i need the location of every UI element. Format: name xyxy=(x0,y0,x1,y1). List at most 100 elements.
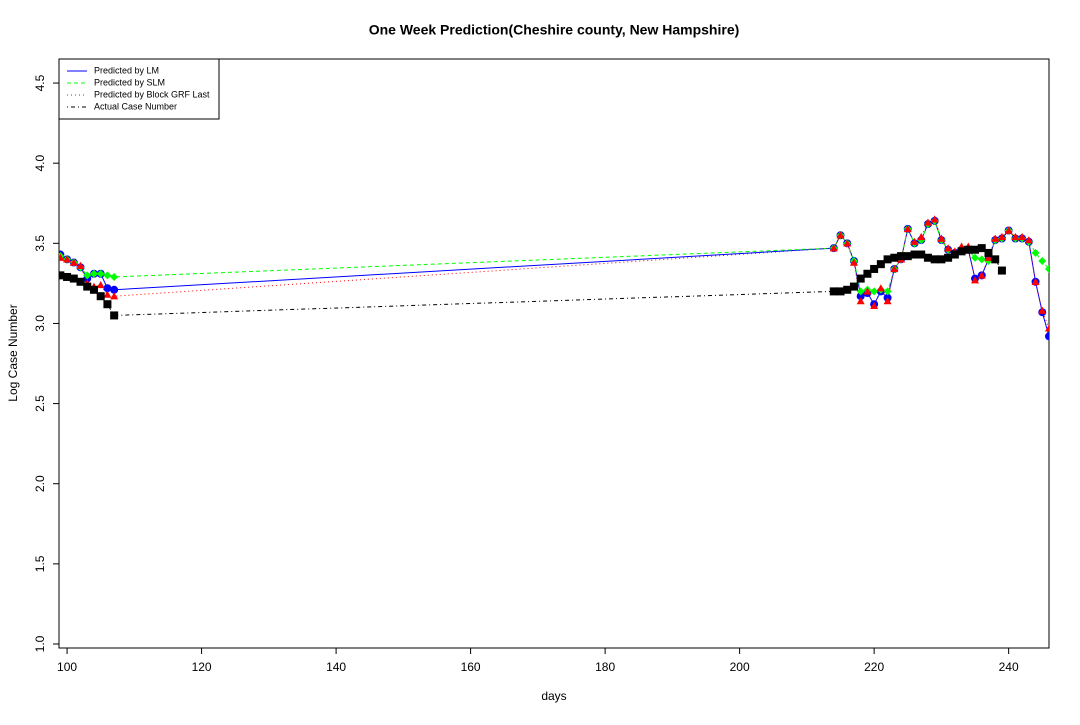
point xyxy=(103,300,112,309)
point xyxy=(950,250,959,259)
y-tick-label: 3.5 xyxy=(33,235,47,252)
point xyxy=(984,253,993,261)
point xyxy=(1024,236,1033,244)
point xyxy=(977,271,986,279)
point xyxy=(964,245,973,254)
point xyxy=(103,284,112,293)
legend-label: Predicted by Block GRF Last xyxy=(94,89,210,99)
point xyxy=(903,224,912,233)
point xyxy=(923,253,932,262)
point xyxy=(883,255,892,264)
point xyxy=(1045,264,1049,273)
x-tick-label: 140 xyxy=(326,660,346,674)
point xyxy=(910,237,919,245)
point xyxy=(971,276,980,284)
y-tick-label: 4.0 xyxy=(33,155,47,172)
y-tick-label: 2.5 xyxy=(33,395,47,412)
point xyxy=(997,232,1006,241)
x-axis-label: days xyxy=(541,689,566,703)
point xyxy=(883,297,892,305)
plot-area xyxy=(59,215,1049,341)
point xyxy=(890,253,899,262)
series-layer xyxy=(59,215,1049,341)
point xyxy=(917,250,926,259)
point xyxy=(96,292,105,301)
y-tick-label: 4.5 xyxy=(33,74,47,91)
y-tick-label: 2.0 xyxy=(33,475,47,492)
point xyxy=(991,234,1000,242)
point xyxy=(110,272,119,281)
point xyxy=(883,287,892,296)
point xyxy=(856,287,865,296)
point xyxy=(83,271,92,280)
point xyxy=(1018,232,1027,241)
plot-frame xyxy=(58,58,1050,649)
point xyxy=(76,261,85,269)
y-tick-label: 3.0 xyxy=(33,315,47,332)
point xyxy=(110,292,119,300)
point xyxy=(63,272,72,281)
legend: Predicted by LM Predicted by SLM Predicted… xyxy=(58,58,220,120)
legend-label: Actual Case Number xyxy=(94,101,177,111)
point xyxy=(59,253,65,261)
point xyxy=(89,269,98,278)
point xyxy=(1045,332,1049,341)
point xyxy=(977,255,986,264)
point xyxy=(1045,324,1049,332)
point xyxy=(944,253,953,262)
point xyxy=(59,271,65,280)
point xyxy=(870,287,879,296)
point xyxy=(1004,226,1013,234)
x-tick-label: 240 xyxy=(999,660,1019,674)
point xyxy=(863,269,872,278)
point xyxy=(69,258,78,266)
point xyxy=(944,244,953,252)
y-tick-label: 1.5 xyxy=(33,555,47,572)
point xyxy=(1038,256,1047,265)
point xyxy=(96,269,105,278)
point xyxy=(856,274,865,283)
point xyxy=(89,285,98,294)
point xyxy=(890,264,899,273)
point xyxy=(997,266,1006,275)
point xyxy=(110,285,119,294)
point xyxy=(856,292,865,301)
x-tick-label: 200 xyxy=(730,660,750,674)
point xyxy=(957,247,966,256)
point xyxy=(96,280,105,289)
x-tick-label: 180 xyxy=(595,660,615,674)
point xyxy=(849,282,858,291)
point xyxy=(849,258,858,266)
point xyxy=(856,297,865,305)
point xyxy=(63,255,72,263)
point xyxy=(836,287,845,296)
point xyxy=(836,231,845,239)
y-axis-label: Log Case Number xyxy=(6,304,20,401)
point xyxy=(897,252,906,261)
point xyxy=(103,290,112,298)
point xyxy=(829,287,838,296)
point xyxy=(863,287,872,295)
point xyxy=(930,255,939,264)
point xyxy=(977,244,986,253)
point xyxy=(917,232,926,241)
point xyxy=(923,218,932,226)
point xyxy=(870,264,879,273)
point xyxy=(903,252,912,261)
point xyxy=(69,274,78,283)
point xyxy=(829,244,838,252)
point xyxy=(843,239,852,247)
legend-label: Predicted by SLM xyxy=(94,77,165,87)
x-tick-label: 220 xyxy=(864,660,884,674)
point xyxy=(1031,277,1040,285)
point xyxy=(110,311,119,320)
point xyxy=(930,215,939,223)
point xyxy=(937,234,946,242)
point xyxy=(876,260,885,269)
point xyxy=(937,255,946,264)
chart-title: One Week Prediction(Cheshire county, New… xyxy=(369,22,740,38)
point xyxy=(910,250,919,259)
point xyxy=(991,255,1000,264)
point xyxy=(876,284,885,292)
point xyxy=(1038,306,1047,314)
